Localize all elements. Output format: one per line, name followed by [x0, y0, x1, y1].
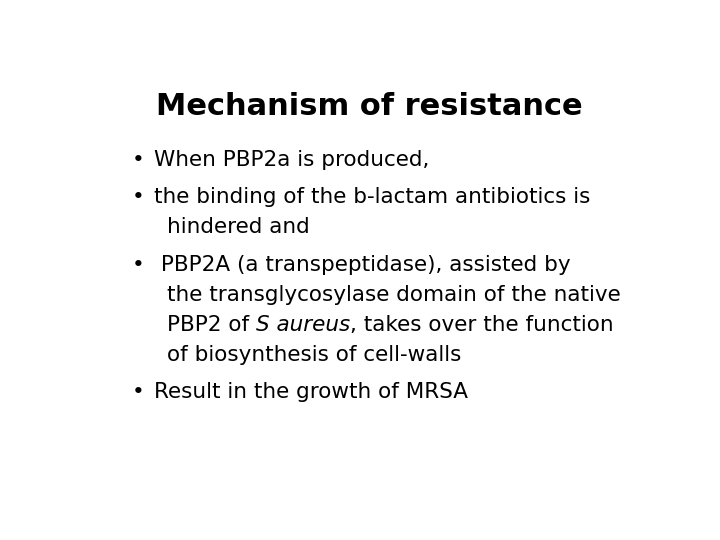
Text: •: • [132, 187, 145, 207]
Text: When PBP2a is produced,: When PBP2a is produced, [154, 150, 430, 170]
Text: , takes over the function: , takes over the function [350, 315, 614, 335]
Text: of biosynthesis of cell-walls: of biosynthesis of cell-walls [167, 345, 462, 364]
Text: •: • [132, 150, 145, 170]
Text: S aureus: S aureus [256, 315, 350, 335]
Text: •: • [132, 255, 145, 275]
Text: •: • [132, 382, 145, 402]
Text: the binding of the b-lactam antibiotics is: the binding of the b-lactam antibiotics … [154, 187, 590, 207]
Text: Mechanism of resistance: Mechanism of resistance [156, 92, 582, 121]
Text: PBP2 of: PBP2 of [167, 315, 256, 335]
Text: the transglycosylase domain of the native: the transglycosylase domain of the nativ… [167, 285, 621, 305]
Text: PBP2A (a transpeptidase), assisted by: PBP2A (a transpeptidase), assisted by [154, 255, 571, 275]
Text: hindered and: hindered and [167, 218, 310, 238]
Text: Result in the growth of MRSA: Result in the growth of MRSA [154, 382, 468, 402]
